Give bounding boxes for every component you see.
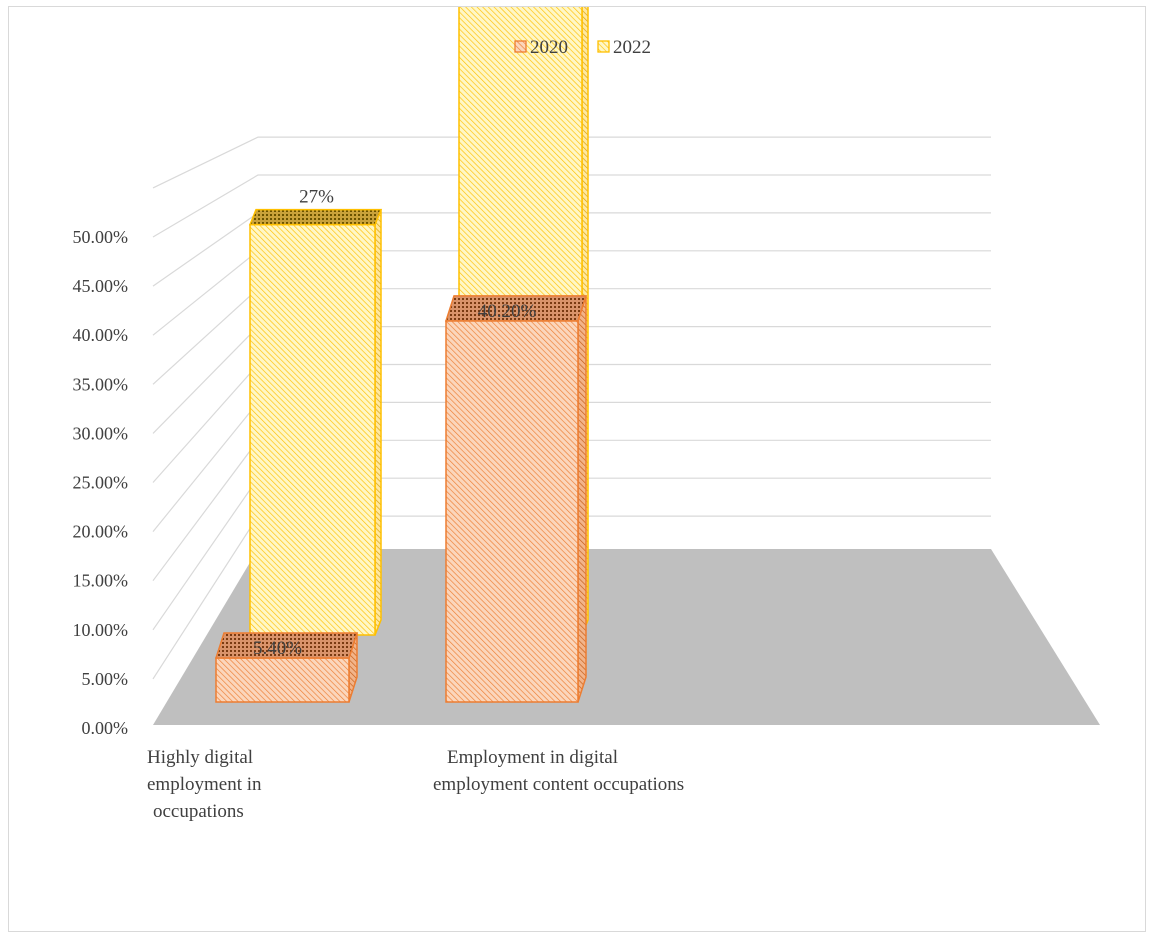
bar-top-face [214,632,359,659]
data-label-2020: 5.40% [253,638,302,659]
bar-front-face [445,320,579,703]
legend-label: 2022 [613,37,651,58]
legend-swatch [514,40,527,53]
y-tick-label: 45.00% [73,276,129,296]
legend: 2020 2022 [514,37,651,58]
bar-2020-1 [214,632,359,703]
gridline [152,174,991,238]
y-tick-label: 20.00% [73,522,129,542]
data-labels: 27%51.30%5.40%40.20% [253,187,537,659]
y-tick-label: 50.00% [73,227,129,247]
bar-side-face [374,209,382,636]
chart-area: 0.00% 5.00% 10.00% 15.00% 20.00% 25.00% 30.00%… [8,0,1146,932]
data-label-2020: 40.20% [478,301,537,322]
bar-side-face [577,295,587,703]
chart-plot: 0.00% 5.00% 10.00% 15.00% 20.00% 25.00% 30.00%… [73,0,1100,822]
y-tick-label: 35.00% [73,374,129,394]
x-axis-categories: Highly digital employment in occupations Em… [147,747,684,822]
category-label: Employment in digital [447,747,618,768]
category-label: employment content occupations [433,774,684,795]
y-axis-ticks: 0.00% 5.00% 10.00% 15.00% 20.00% 25.00% 30.00%… [73,227,129,738]
bar-top-face [444,295,588,322]
y-tick-label: 15.00% [73,571,129,591]
category-label: occupations [153,801,244,822]
bar-front-face [215,657,350,703]
y-tick-label: 10.00% [73,620,129,640]
y-tick-label: 0.00% [82,718,129,738]
category-label: Highly digital [147,747,253,768]
legend-item: 2020 [514,37,568,58]
plot-floor [153,549,1100,725]
y-tick-label: 40.00% [73,325,129,345]
y-tick-label: 30.00% [73,423,129,443]
gridline [152,136,991,189]
bar-front-face [249,223,376,636]
legend-swatch [597,40,610,53]
legend-label: 2020 [530,37,568,58]
data-label-2022: 27% [299,187,334,208]
y-tick-label: 25.00% [73,473,129,493]
y-tick-label: 5.00% [82,669,129,689]
bar-2020-2 [444,295,588,703]
legend-item: 2022 [597,37,651,58]
bar-2022-1 [248,208,383,636]
category-label: employment in [147,774,262,795]
bar-top-face [248,208,383,226]
